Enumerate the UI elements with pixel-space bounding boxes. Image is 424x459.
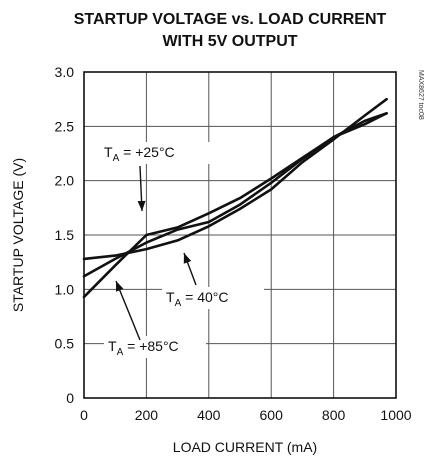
series-label-bg	[162, 287, 264, 309]
chart-title: STARTUP VOLTAGE vs. LOAD CURRENT	[74, 11, 387, 28]
series-label-2: TA = +85°C	[108, 338, 179, 358]
y-tick-label: 2.0	[55, 173, 75, 189]
leader-line	[115, 280, 141, 341]
series-lines	[82, 97, 388, 299]
y-tick-label: 2.5	[55, 118, 75, 134]
series-label-0: TA = +25°C	[104, 144, 175, 164]
series-label-1: TA = 40°C	[166, 289, 228, 309]
y-tick-label: 1.0	[55, 281, 75, 297]
tick-labels: 0 200 400 600 800 1000 0 0.5 1.0 1.5 2.0 2.5 3.0	[55, 64, 412, 423]
y-tick-label: 0	[66, 390, 74, 406]
x-tick-label: 800	[322, 407, 346, 423]
series-label-bg	[104, 336, 206, 358]
series-line-2	[82, 112, 388, 299]
y-axis-label: STARTUP VOLTAGE (V)	[10, 158, 26, 312]
arrow-head	[116, 281, 124, 292]
arrow-head	[183, 253, 192, 264]
chart-subtitle: WITH 5V OUTPUT	[162, 33, 297, 50]
series-label-bg	[100, 142, 210, 164]
y-tick-label: 3.0	[55, 64, 75, 80]
plot-frame	[83, 71, 397, 399]
series-line-1	[82, 97, 388, 261]
x-tick-label: 600	[260, 407, 284, 423]
x-axis-label: LOAD CURRENT (mA)	[173, 439, 317, 455]
y-tick-label: 1.5	[55, 227, 75, 243]
arrow-head	[137, 200, 146, 211]
annotations: TA = +25°C TA = 40°C TA = +85°C	[100, 142, 264, 358]
x-tick-label: 400	[197, 407, 221, 423]
x-tick-label: 0	[80, 407, 88, 423]
x-tick-label: 200	[135, 407, 159, 423]
x-tick-label: 1000	[380, 407, 411, 423]
y-tick-label: 0.5	[55, 336, 75, 352]
figure-code: MAX8627 toc08	[417, 70, 424, 120]
